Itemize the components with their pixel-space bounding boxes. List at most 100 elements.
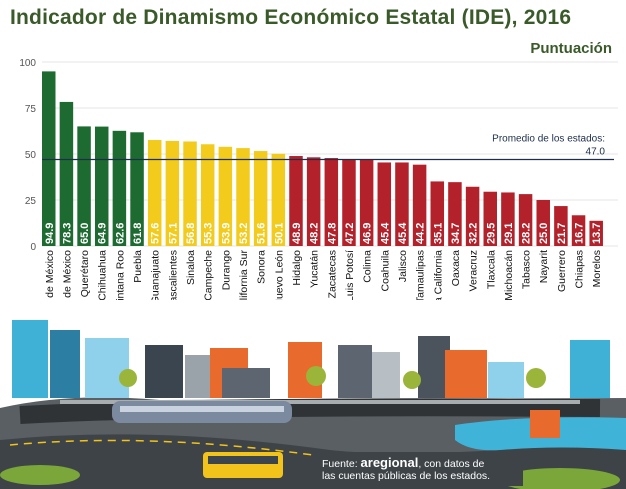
category-label: Tabasco (521, 250, 533, 289)
building (372, 352, 400, 398)
data-label: 34.7 (450, 223, 462, 244)
category-label: Puebla (132, 250, 144, 283)
tree (306, 366, 326, 386)
data-label: 62.6 (114, 223, 126, 244)
chart-subtitle: Puntuación (530, 40, 612, 57)
bar (501, 192, 515, 246)
building (85, 338, 129, 398)
rail-bed (19, 398, 601, 424)
data-label: 13.7 (591, 223, 603, 244)
bar (430, 181, 445, 246)
bar (236, 148, 250, 246)
data-label: 53.9 (220, 223, 232, 244)
data-label: 50.1 (273, 223, 285, 244)
data-label: 35.1 (432, 223, 444, 244)
bar (377, 162, 392, 246)
bar (77, 126, 91, 246)
bar (147, 140, 162, 246)
category-label: Veracruz (468, 250, 480, 291)
data-label: 48.2 (309, 223, 321, 244)
building (445, 350, 487, 398)
y-tick-label: 50 (25, 150, 37, 161)
data-label: 78.3 (61, 223, 73, 244)
bar (271, 153, 286, 246)
source-brand: aregional (360, 455, 419, 470)
category-label: Chihuahua (97, 250, 109, 300)
data-label: 28.2 (521, 223, 533, 244)
tree (526, 368, 546, 388)
chart-bars: 94.9 Ciudad de México 78.3 Estado de México… (42, 71, 603, 300)
bar (218, 146, 233, 246)
chart-title: Indicador de Dinamismo Económico Estatal… (10, 6, 572, 29)
train-windows (120, 406, 284, 412)
data-label: 32.2 (468, 223, 480, 244)
category-label: Ciudad de México (44, 250, 56, 300)
bar (289, 156, 303, 246)
bar (59, 101, 74, 246)
category-label: Nuevo León (273, 250, 285, 300)
category-label: Oaxaca (450, 250, 462, 286)
bar (94, 126, 109, 246)
average-value: 47.0 (586, 147, 606, 158)
category-label: Querétaro (79, 250, 91, 297)
bar (42, 71, 56, 246)
building (222, 368, 270, 398)
category-label: Tamaulipas (415, 250, 427, 300)
category-label: Chiapas (574, 250, 586, 289)
bar (448, 182, 462, 246)
bar (200, 144, 215, 246)
bar (483, 191, 497, 246)
category-label: Coahuila (379, 250, 391, 292)
bar (324, 158, 339, 246)
bar (359, 159, 374, 246)
category-label: Durango (220, 250, 232, 290)
data-label: 21.7 (556, 223, 568, 244)
building (338, 345, 372, 398)
category-label: Tlaxcala (485, 250, 497, 289)
average-reference: Promedio de los estados: 47.0 (42, 134, 614, 161)
category-label: Aguascalientes (167, 250, 179, 300)
data-label: 57.1 (167, 223, 179, 244)
category-label: Sinaloa (185, 250, 197, 285)
lane-marking (9, 439, 321, 457)
source-prefix: Fuente: (322, 458, 361, 470)
category-label: Guanajuato (150, 250, 162, 300)
category-label: Michoacán (503, 250, 515, 300)
data-label: 46.9 (362, 223, 374, 244)
tree (119, 369, 137, 387)
grass-patch (0, 465, 80, 485)
category-label: Baja California Sur (238, 250, 250, 300)
data-label: 94.9 (44, 223, 56, 244)
data-label: 57.6 (150, 223, 162, 244)
bar (306, 157, 321, 246)
footer-box (315, 452, 523, 486)
category-label: Nayarit (538, 250, 550, 283)
bar (395, 162, 409, 246)
bar (130, 132, 144, 246)
bar-chart: 0 25 50 75 100 94.9 Ciudad de México 78.3 Estad… (19, 58, 618, 300)
data-label: 64.9 (97, 223, 109, 244)
building (418, 336, 450, 398)
category-label: Morelos (591, 250, 603, 287)
data-label: 47.8 (326, 223, 338, 244)
data-label: 65.0 (79, 223, 91, 244)
bus-windows (208, 456, 278, 464)
category-label: Colima (362, 250, 374, 283)
average-label: Promedio de los estados: (492, 134, 605, 145)
source-line2: las cuentas públicas de los estados. (322, 470, 491, 482)
bar (571, 215, 586, 246)
bar (518, 194, 533, 246)
factory (530, 410, 560, 438)
data-label: 53.2 (238, 223, 250, 244)
data-label: 44.2 (415, 223, 427, 244)
category-label: Baja California (432, 250, 444, 300)
category-label: Jalisco (397, 250, 409, 282)
category-label: Estado de México (61, 250, 73, 300)
y-tick-label: 0 (30, 242, 36, 253)
bar (165, 140, 180, 246)
category-label: Sonora (256, 250, 268, 284)
source-note: Fuente: aregional, con datos de las cuen… (322, 455, 491, 482)
city-illustration (0, 320, 626, 489)
tree (403, 371, 421, 389)
building (12, 320, 48, 398)
